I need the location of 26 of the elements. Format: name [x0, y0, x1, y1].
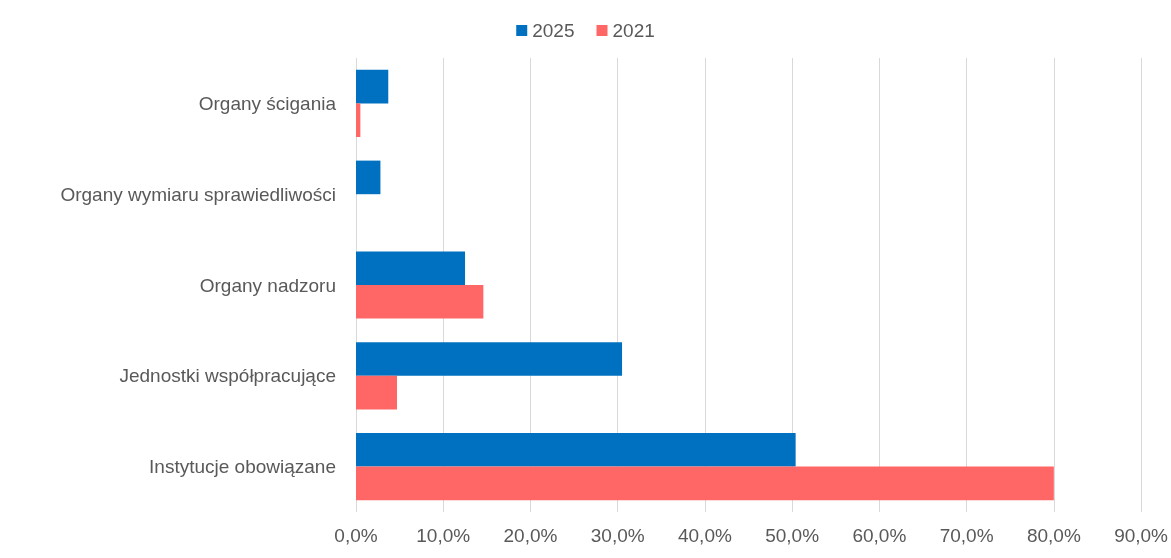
x-tick-label: 60,0%: [852, 525, 907, 546]
bar: [356, 466, 1054, 501]
y-tick-label: Instytucje obowiązane: [149, 456, 336, 478]
y-tick-label: Organy ścigania: [198, 92, 337, 114]
bar: [356, 69, 389, 104]
x-tick-label: 10,0%: [416, 525, 471, 546]
x-tick-label: 70,0%: [939, 525, 994, 546]
x-tick-label: 90,0%: [1114, 525, 1169, 546]
bar: [356, 375, 397, 410]
x-tick-label: 50,0%: [765, 525, 820, 546]
x-tick-label: 80,0%: [1026, 525, 1081, 546]
legend-label: 2025: [532, 20, 575, 41]
bar: [356, 103, 361, 137]
bar: [356, 160, 381, 195]
y-tick-label: Organy wymiaru sprawiedliwości: [60, 183, 336, 205]
bar: [356, 251, 466, 285]
x-tick-label: 40,0%: [677, 525, 732, 546]
bar: [356, 342, 623, 376]
legend-label: 2021: [612, 20, 655, 41]
bar: [356, 433, 796, 467]
x-tick-label: 30,0%: [590, 525, 645, 546]
x-tick-label: 20,0%: [503, 525, 558, 546]
bar: [356, 285, 484, 319]
x-tick-label: 0,0%: [334, 525, 378, 546]
y-tick-label: Organy nadzoru: [199, 274, 336, 296]
y-tick-label: Jednostki współpracujące: [119, 365, 336, 387]
